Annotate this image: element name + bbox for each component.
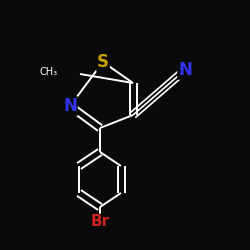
- Text: N: N: [178, 61, 192, 79]
- Text: Br: Br: [90, 214, 110, 230]
- Text: N: N: [63, 97, 77, 115]
- Text: CH₃: CH₃: [40, 67, 58, 77]
- Text: S: S: [97, 53, 109, 71]
